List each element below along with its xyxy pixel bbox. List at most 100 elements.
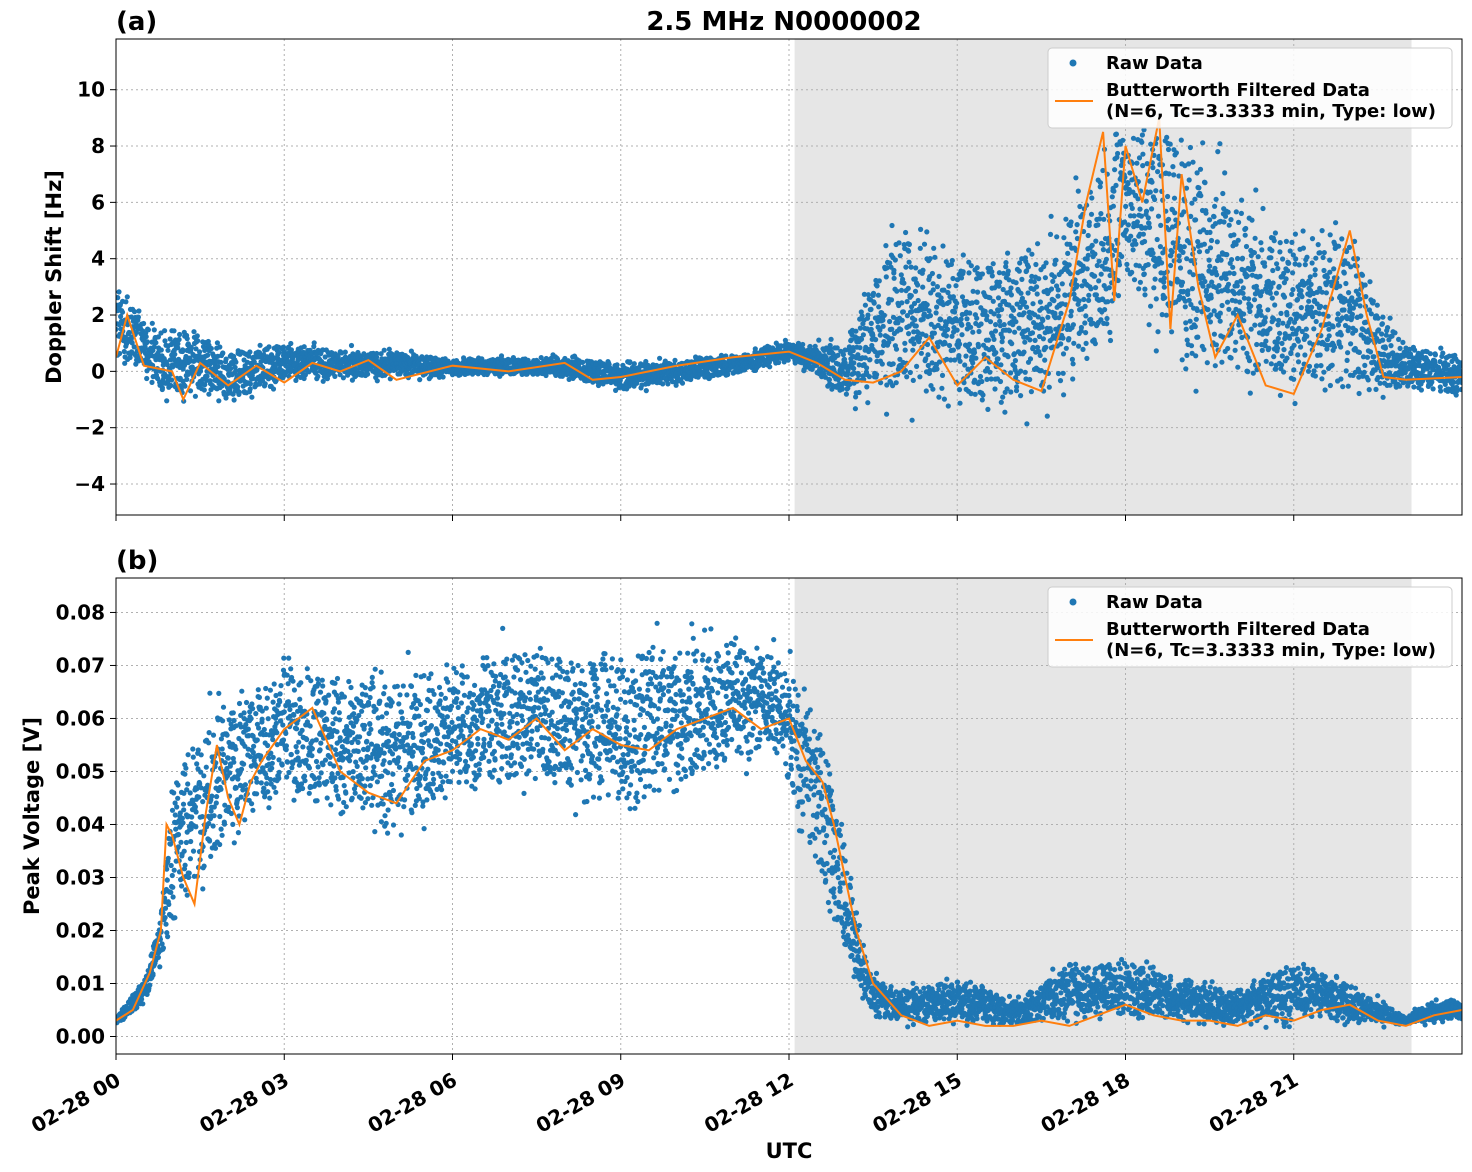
panel-a-raw-point xyxy=(169,377,175,383)
panel-a-raw-point xyxy=(1171,172,1177,178)
panel-a-raw-point xyxy=(1251,297,1258,303)
panel-a-raw-point xyxy=(1345,383,1351,389)
panel-a-raw-point xyxy=(1327,257,1333,263)
panel-a-raw-point xyxy=(1027,376,1033,383)
panel-a-raw-point xyxy=(1173,150,1179,156)
panel-a-raw-point xyxy=(1361,369,1367,375)
panel-a-raw-point xyxy=(1220,190,1226,197)
panel-a-raw-point xyxy=(374,354,380,360)
panel-a-raw-point xyxy=(1063,216,1069,222)
panel-a-raw-point xyxy=(1154,236,1160,243)
panel-a-raw-point xyxy=(1040,336,1046,342)
panel-a-ylabel: Doppler Shift [Hz] xyxy=(42,170,66,384)
panel-a-raw-point xyxy=(1327,269,1333,275)
panel-a-raw-point xyxy=(865,292,872,298)
panel-a-raw-point xyxy=(953,283,959,289)
panel-a-raw-point xyxy=(1277,249,1283,255)
panel-a-raw-point xyxy=(1060,351,1067,357)
panel-a-raw-point xyxy=(1284,312,1290,318)
panel-a-raw-point xyxy=(914,363,920,369)
panel-a-raw-point xyxy=(1257,303,1263,309)
panel-a-raw-point xyxy=(997,279,1003,285)
panel-a-raw-point xyxy=(1130,247,1136,253)
panel-a-raw-point xyxy=(966,270,972,276)
panel-a-raw-point xyxy=(329,360,336,366)
panel-a-raw-point xyxy=(1083,313,1089,319)
panel-a-raw-point xyxy=(1285,268,1291,274)
panel-a-raw-point xyxy=(972,391,978,397)
panel-a-raw-point xyxy=(1128,233,1134,239)
panel-a-raw-point xyxy=(966,341,973,347)
panel-a-raw-point xyxy=(1192,324,1198,330)
panel-a-raw-point xyxy=(1219,302,1225,309)
panel-a-raw-point xyxy=(1123,203,1129,209)
panel-a-raw-point xyxy=(220,350,226,356)
panel-a-raw-point xyxy=(1076,343,1082,349)
panel-a-raw-point xyxy=(1380,337,1386,343)
panel-a-raw-point xyxy=(902,347,908,353)
panel-a-raw-point xyxy=(1067,271,1073,277)
panel-a-raw-point xyxy=(898,272,904,278)
panel-a-raw-point xyxy=(1362,362,1368,368)
panel-a-raw-point xyxy=(1214,239,1220,245)
panel-a-raw-point xyxy=(1304,254,1310,260)
panel-a-raw-point xyxy=(1009,341,1015,347)
panel-a-raw-point xyxy=(1270,280,1276,286)
panel-a-raw-point xyxy=(1093,238,1099,244)
panel-a-raw-point xyxy=(1157,244,1163,250)
panel-a-raw-point xyxy=(1312,373,1318,379)
panel-a-raw-point xyxy=(1281,294,1288,300)
panel-a-raw-point xyxy=(1343,368,1349,374)
panel-a-raw-point xyxy=(1092,251,1098,257)
panel-a-raw-point xyxy=(864,384,870,390)
panel-a-raw-point xyxy=(1276,317,1282,323)
panel-a-raw-point xyxy=(880,323,886,329)
panel-a-raw-point xyxy=(293,377,299,383)
panel-a-raw-point xyxy=(1037,299,1043,305)
panel-a-raw-point xyxy=(215,363,221,370)
panel-a-raw-point xyxy=(1095,222,1101,228)
panel-a-raw-point xyxy=(1315,242,1321,248)
panel-a-raw-point xyxy=(1367,279,1373,285)
panel-a-raw-point xyxy=(218,359,224,365)
panel-a-raw-point xyxy=(162,338,168,344)
panel-a-raw-point xyxy=(1207,229,1213,235)
panel-a-raw-point xyxy=(990,298,996,304)
panel-a-raw-point xyxy=(1248,303,1254,309)
panel-a-raw-point xyxy=(1153,296,1159,302)
panel-a-raw-point xyxy=(1258,240,1264,246)
panel-a-raw-point xyxy=(149,379,155,385)
panel-a-raw-point xyxy=(949,257,955,264)
panel-a-raw-point xyxy=(192,393,198,399)
panel-a-raw-point xyxy=(1036,276,1042,282)
panel-a-raw-point xyxy=(1019,276,1025,282)
panel-a-raw-point xyxy=(901,280,907,286)
panel-a-raw-point xyxy=(1222,170,1228,176)
panel-a-raw-point xyxy=(1150,165,1156,171)
panel-a-raw-point xyxy=(417,377,423,383)
panel-a-raw-point xyxy=(1344,357,1350,363)
panel-a-raw-point xyxy=(867,357,873,363)
panel-a-raw-point xyxy=(177,331,183,338)
panel-a-raw-point xyxy=(1318,303,1324,309)
panel-a-raw-point xyxy=(1165,193,1171,200)
panel-a-raw-point xyxy=(1322,387,1328,393)
panel-a-raw-point xyxy=(167,336,173,342)
panel-a-raw-point xyxy=(776,359,782,366)
panel-a-raw-point xyxy=(1257,308,1264,314)
panel-a-raw-point xyxy=(1025,290,1031,296)
panel-a-raw-point xyxy=(958,316,964,322)
panel-a-raw-point xyxy=(1055,293,1061,299)
panel-a-raw-point xyxy=(866,374,873,380)
panel-a-raw-point xyxy=(1104,321,1110,327)
panel-a-raw-point xyxy=(1335,311,1341,317)
panel-a-raw-point xyxy=(1340,384,1346,390)
panel-a-raw-point xyxy=(251,359,257,365)
panel-a-raw-point xyxy=(1279,340,1285,346)
panel-a-raw-point xyxy=(1213,342,1219,348)
panel-a-raw-point xyxy=(1168,262,1174,269)
panel-a-raw-point xyxy=(1260,205,1266,212)
panel-a-raw-point xyxy=(1211,331,1217,337)
panel-a-raw-point xyxy=(998,399,1004,405)
panel-a-raw-point xyxy=(1290,270,1296,276)
